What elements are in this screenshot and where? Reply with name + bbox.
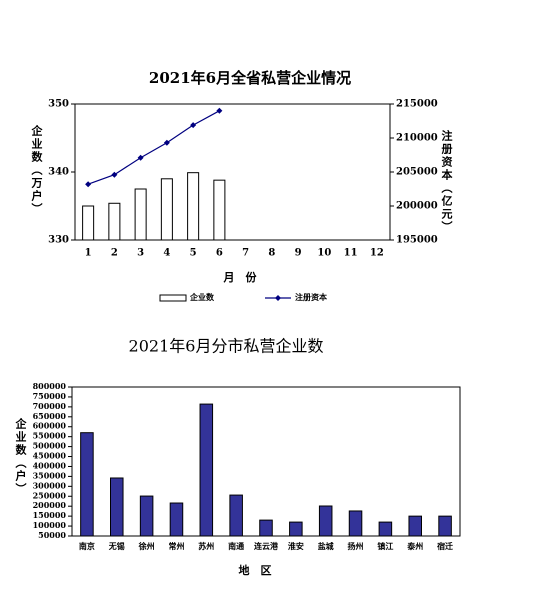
x-tick-label: 苏州 — [198, 541, 214, 551]
x-tick-label: 宿迁 — [437, 541, 453, 551]
y-tick-label: 750000 — [33, 391, 67, 401]
x-axis-label: 地 区 — [239, 563, 272, 577]
legend-label: 注册资本 — [295, 292, 327, 302]
legend-swatch — [159, 294, 187, 302]
x-tick-label: 连云港 — [254, 541, 279, 551]
y-tick-label: 400000 — [33, 460, 67, 470]
y-tick-label: 650000 — [33, 411, 67, 421]
y-tick-label: 100000 — [33, 520, 67, 530]
x-tick-label: 镇江 — [377, 541, 393, 551]
point — [163, 139, 170, 146]
y-axis-label: 企业数（户） — [14, 417, 28, 496]
y-tick-label: 700000 — [33, 401, 67, 411]
x-tick-label: 12 — [370, 248, 384, 259]
x-tick-label: 南通 — [228, 541, 244, 551]
y-tick-label: 350 — [48, 99, 69, 110]
bar — [408, 515, 422, 537]
x-tick-label: 11 — [344, 248, 358, 259]
legend-swatch — [275, 295, 281, 301]
bar — [169, 502, 184, 537]
x-tick-label: 泰州 — [406, 541, 423, 551]
x-tick-label: 徐州 — [138, 541, 155, 551]
y-tick-label: 150000 — [33, 510, 67, 520]
y-axis-label: 企业数（万户） — [30, 124, 44, 216]
x-tick-label: 常州 — [168, 541, 184, 551]
y2-tick-label: 210000 — [396, 133, 438, 144]
x-axis-label: 月 份 — [223, 270, 258, 284]
y-tick-label: 300000 — [33, 480, 67, 490]
bar — [108, 202, 121, 241]
y2-axis-label: 注册资本（亿元） — [440, 129, 454, 234]
point — [111, 171, 118, 178]
x-tick-label: 4 — [163, 248, 170, 259]
y-tick-label: 550000 — [33, 431, 67, 441]
y2-tick-label: 205000 — [396, 167, 438, 178]
bar — [134, 188, 147, 241]
x-tick-label: 9 — [295, 248, 302, 259]
y-tick-label: 250000 — [33, 490, 67, 500]
y-tick-label: 200000 — [33, 500, 67, 510]
x-tick-label: 10 — [317, 248, 331, 259]
x-tick-label: 南京 — [79, 541, 95, 551]
bar — [438, 515, 452, 537]
x-tick-label: 8 — [268, 248, 275, 259]
bar — [213, 179, 226, 241]
y2-tick-label: 200000 — [396, 201, 438, 212]
x-tick-label: 无锡 — [108, 541, 125, 551]
y-tick-label: 450000 — [33, 451, 67, 461]
y-tick-label: 350000 — [33, 470, 67, 480]
chart-title: 2021年6月全省私营企业情况 — [149, 69, 351, 87]
bar — [259, 519, 273, 537]
y-tick-label: 50000 — [38, 530, 66, 540]
bar — [318, 505, 333, 537]
x-tick-label: 盐城 — [318, 541, 334, 551]
x-tick-label: 1 — [85, 248, 92, 259]
y-tick-label: 330 — [48, 235, 69, 246]
bar — [139, 495, 154, 537]
x-tick-label: 5 — [190, 248, 197, 259]
plot-area — [74, 103, 391, 241]
point — [216, 107, 223, 114]
bar — [348, 510, 363, 537]
chart-title: 2021年6月分市私营企业数 — [129, 337, 324, 356]
bar — [229, 494, 243, 537]
plot-area — [71, 386, 461, 537]
x-tick-label: 6 — [216, 248, 223, 259]
legend-label: 企业数 — [189, 292, 215, 302]
point — [137, 154, 144, 161]
x-tick-label: 3 — [137, 248, 144, 259]
x-tick-label: 淮安 — [288, 541, 304, 551]
bar — [110, 477, 124, 537]
point — [85, 181, 92, 188]
y-tick-label: 800000 — [33, 381, 67, 391]
y2-tick-label: 195000 — [396, 235, 438, 246]
bar — [187, 172, 200, 241]
y2-tick-label: 215000 — [396, 99, 438, 110]
bar — [378, 521, 393, 537]
x-tick-label: 扬州 — [348, 541, 364, 551]
bar — [289, 521, 303, 537]
y-tick-label: 340 — [48, 167, 69, 178]
y-tick-label: 500000 — [33, 441, 67, 451]
bar — [199, 403, 214, 537]
point — [190, 122, 197, 129]
line — [87, 110, 220, 185]
x-tick-label: 2 — [111, 248, 118, 259]
x-tick-label: 7 — [242, 248, 249, 259]
bar — [80, 432, 94, 537]
bar — [160, 178, 173, 241]
y-tick-label: 600000 — [33, 421, 67, 431]
bar — [82, 205, 95, 241]
